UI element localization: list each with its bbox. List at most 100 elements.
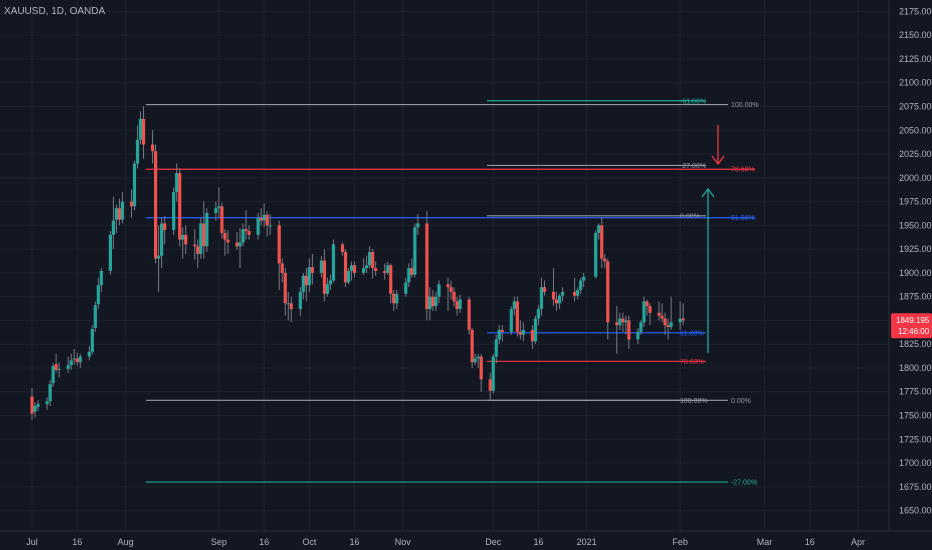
candle[interactable] <box>573 277 577 302</box>
candle[interactable] <box>349 261 354 281</box>
candle[interactable] <box>226 230 230 254</box>
candle[interactable] <box>196 239 200 269</box>
candle[interactable] <box>298 287 302 316</box>
candle[interactable] <box>120 192 125 224</box>
candle[interactable] <box>416 213 420 235</box>
current-price-tag[interactable] <box>891 313 932 339</box>
candle[interactable] <box>428 287 432 321</box>
candle[interactable] <box>235 231 239 251</box>
candle[interactable] <box>618 312 622 330</box>
candle[interactable] <box>639 320 643 335</box>
candle[interactable] <box>223 229 227 256</box>
candle[interactable] <box>129 189 134 218</box>
candle[interactable] <box>96 277 100 310</box>
candle[interactable] <box>467 296 471 335</box>
candle[interactable] <box>51 363 55 387</box>
candle[interactable] <box>392 290 396 311</box>
candle[interactable] <box>509 306 513 335</box>
candle[interactable] <box>33 402 37 418</box>
candle[interactable] <box>87 346 91 361</box>
candle[interactable] <box>268 213 272 235</box>
candle[interactable] <box>425 211 429 321</box>
candle[interactable] <box>669 296 673 330</box>
candle[interactable] <box>542 280 547 296</box>
candle[interactable] <box>663 312 667 335</box>
candle[interactable] <box>434 291 438 311</box>
candle[interactable] <box>280 258 284 283</box>
candle[interactable] <box>328 274 333 291</box>
candle[interactable] <box>114 204 119 233</box>
candle[interactable] <box>108 231 112 275</box>
candle[interactable] <box>238 228 242 269</box>
candle[interactable] <box>648 303 652 326</box>
candle[interactable] <box>554 291 559 311</box>
candle[interactable] <box>199 217 203 259</box>
candle[interactable] <box>301 272 305 300</box>
candle[interactable] <box>277 220 281 291</box>
candle[interactable] <box>389 263 393 304</box>
candle[interactable] <box>150 130 155 164</box>
candle[interactable] <box>310 253 314 285</box>
candle[interactable] <box>579 277 583 294</box>
candle[interactable] <box>582 272 586 288</box>
candle[interactable] <box>163 215 167 245</box>
candle[interactable] <box>494 334 498 364</box>
candle[interactable] <box>45 397 49 410</box>
candle[interactable] <box>642 296 646 328</box>
candle[interactable] <box>657 301 661 321</box>
candle[interactable] <box>600 217 604 269</box>
candle[interactable] <box>153 144 158 264</box>
candle[interactable] <box>117 198 122 226</box>
candle[interactable] <box>362 258 366 275</box>
arrows[interactable] <box>701 125 725 353</box>
candle[interactable] <box>184 225 188 254</box>
candle[interactable] <box>346 268 351 285</box>
candle[interactable] <box>331 239 336 283</box>
candle[interactable] <box>141 106 146 159</box>
candle[interactable] <box>500 325 504 342</box>
candle[interactable] <box>560 287 565 302</box>
candle[interactable] <box>172 187 176 235</box>
candle[interactable] <box>247 225 251 240</box>
candle[interactable] <box>90 325 94 355</box>
time-axis[interactable]: Jul 16 Aug Sep 16 Oct 16 Nov Dec 16 2021 Feb Mar 16 Ap… <box>0 530 932 550</box>
candle[interactable] <box>446 277 450 311</box>
candle[interactable] <box>395 290 399 310</box>
candle[interactable] <box>557 293 562 310</box>
fibonacci-retracements[interactable]: -61.80% 100.00% -27.00% 78.60% 0.00% 61.80% 61… <box>146 98 759 487</box>
candle[interactable] <box>340 242 345 256</box>
candle[interactable] <box>135 125 140 169</box>
candle[interactable] <box>491 353 495 394</box>
candle[interactable] <box>497 325 501 345</box>
candle[interactable] <box>307 258 311 292</box>
candle[interactable] <box>615 306 619 354</box>
candle[interactable] <box>283 268 287 316</box>
candle[interactable] <box>178 168 182 247</box>
candle[interactable] <box>452 287 456 307</box>
candle[interactable] <box>202 201 206 259</box>
candle[interactable] <box>533 315 538 345</box>
candle[interactable] <box>371 249 375 279</box>
candle[interactable] <box>78 353 82 368</box>
candle[interactable] <box>175 163 179 202</box>
candle[interactable] <box>621 312 625 332</box>
candle[interactable] <box>244 210 248 240</box>
candle[interactable] <box>289 296 293 323</box>
candle[interactable] <box>407 263 411 288</box>
candle[interactable] <box>473 353 477 366</box>
candle[interactable] <box>69 353 73 370</box>
candle[interactable] <box>431 290 435 311</box>
candle[interactable] <box>138 111 143 145</box>
candle[interactable] <box>217 187 221 218</box>
candle[interactable] <box>624 315 628 335</box>
candle[interactable] <box>636 328 640 345</box>
candle[interactable] <box>678 301 682 330</box>
candle[interactable] <box>404 277 408 297</box>
candle[interactable] <box>66 356 70 373</box>
candle[interactable] <box>681 303 685 326</box>
candle[interactable] <box>368 246 372 269</box>
candle[interactable] <box>214 201 218 221</box>
candle[interactable] <box>645 299 649 316</box>
candle[interactable] <box>512 296 516 316</box>
